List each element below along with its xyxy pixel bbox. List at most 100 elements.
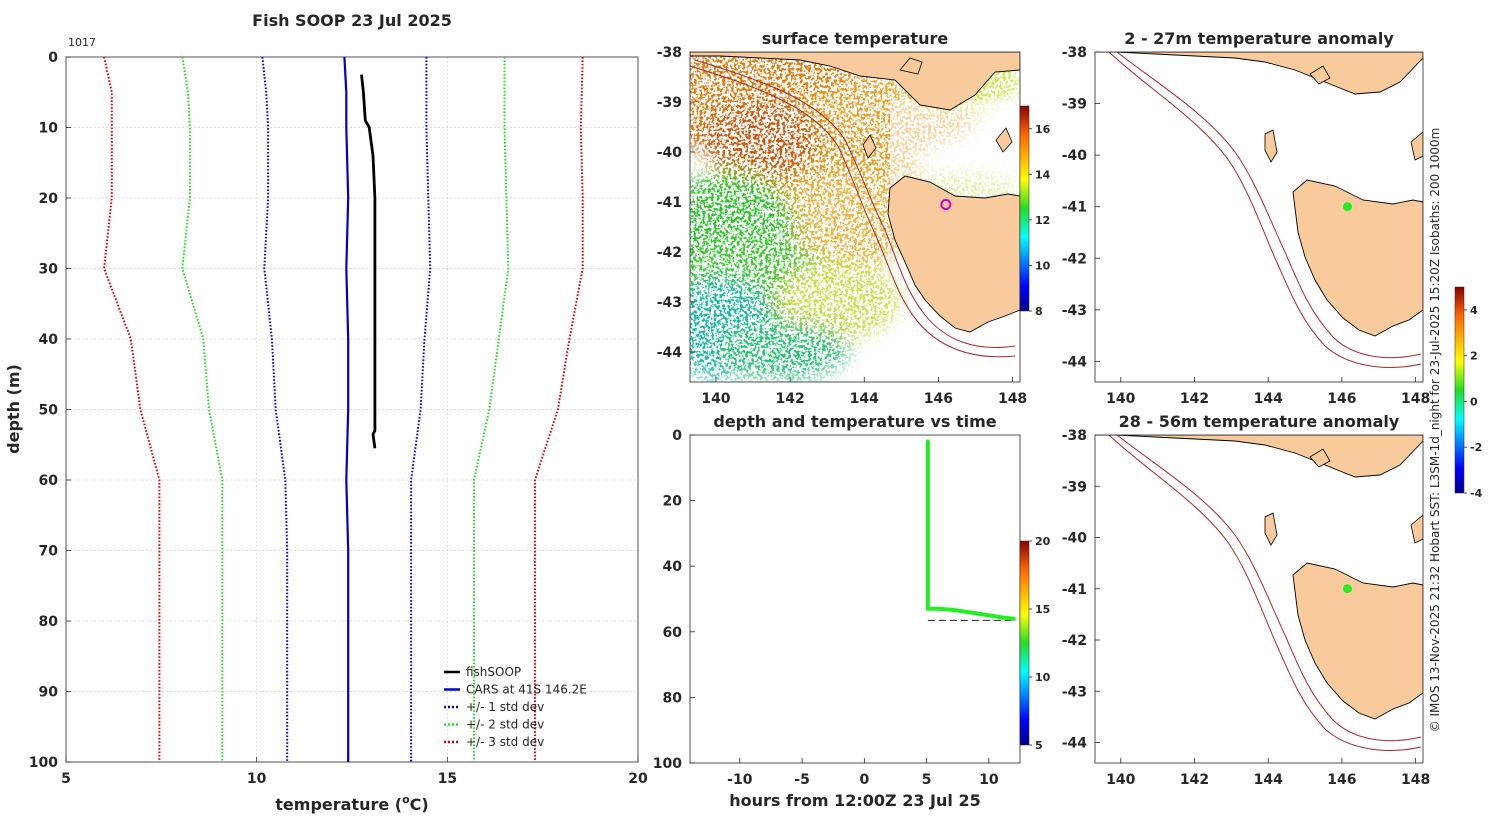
bottom-track xyxy=(928,606,1016,621)
anomaly-lower-panel: 28 - 56m temperature anomaly 140 142 144 14… xyxy=(1062,286,1483,788)
y-tick-label: 100 xyxy=(653,756,682,772)
y-tick-label: 30 xyxy=(39,262,59,278)
profile-legend: fishSOOP CARS at 41S 146.2E +/- 1 std dev +… xyxy=(444,665,587,749)
x-tick-label: 148 xyxy=(1401,772,1430,788)
x-tick-label: 10 xyxy=(979,772,999,788)
x-tick-label: 5 xyxy=(61,771,71,787)
sst-ticks: 140 142 144 146 148 -38 -39 -40 -41 -42 -43 -44 xyxy=(657,45,1027,407)
x-tick-label: 146 xyxy=(1327,391,1356,407)
profile-panel: Fish SOOP 23 Jul 2025 1017 5 10 15 20 0 10 20… xyxy=(4,11,648,814)
x-tick-label: 142 xyxy=(1180,772,1209,788)
anomaly-upper-map xyxy=(1095,52,1423,368)
x-tick-label: 146 xyxy=(1327,772,1356,788)
x-tick-label: 140 xyxy=(701,391,730,407)
series-line-left xyxy=(103,56,161,762)
y-tick-label: -41 xyxy=(1062,582,1087,598)
y-tick-label: -39 xyxy=(657,95,682,111)
anomaly-upper-title: 2 - 27m temperature anomaly xyxy=(1124,29,1394,48)
legend-label: CARS at 41S 146.2E xyxy=(466,683,587,697)
series-line-right xyxy=(534,56,584,762)
colorbar-tick-label: 15 xyxy=(1035,603,1050,616)
y-tick-label: -43 xyxy=(1062,303,1087,319)
x-tick-label: 144 xyxy=(1254,772,1283,788)
x-tick-label: 20 xyxy=(628,771,648,787)
series-line xyxy=(360,74,377,449)
depth-time-panel: depth and temperature vs time -10 -5 0 5 100… xyxy=(653,412,1051,810)
y-tick-label: 40 xyxy=(39,332,59,348)
series-line-right xyxy=(473,57,510,762)
depth-time-colorbar xyxy=(1019,540,1030,746)
colorbar-tick-label: 10 xyxy=(1035,259,1051,272)
profile-lines xyxy=(103,56,584,762)
profile-x-label: temperature (oC) xyxy=(275,793,428,814)
x-tick-label: 144 xyxy=(850,391,879,407)
anomaly-colorbar xyxy=(1454,286,1465,494)
sst-colorbar-ticks: 8 10 12 14 16 xyxy=(1029,123,1051,318)
y-tick-label: -43 xyxy=(657,295,682,311)
legend-label: +/- 2 std dev xyxy=(466,718,544,732)
y-tick-label: -38 xyxy=(1062,45,1087,61)
sst-colorbar xyxy=(1019,105,1030,312)
x-tick-label: 5 xyxy=(922,772,932,788)
y-tick-label: -41 xyxy=(1062,200,1087,216)
legend-label: fishSOOP xyxy=(466,665,521,679)
depth-time-data xyxy=(925,439,1017,621)
legend-label: +/- 1 std dev xyxy=(466,700,544,714)
x-tick-label: -10 xyxy=(727,772,753,788)
y-tick-label: 70 xyxy=(39,544,59,560)
y-tick-label: 80 xyxy=(39,614,59,630)
sst-map-title: surface temperature xyxy=(762,29,949,48)
series-line-left xyxy=(261,56,289,762)
profile-y-label: depth (m) xyxy=(4,364,23,454)
sst-map-panel: surface temperature xyxy=(657,29,1051,407)
x-tick-label: -5 xyxy=(794,772,810,788)
x-tick-label: 15 xyxy=(438,771,457,787)
anomaly-lower-title: 28 - 56m temperature anomaly xyxy=(1119,412,1400,431)
y-tick-label: -43 xyxy=(1062,684,1087,700)
profile-annotation: 1017 xyxy=(68,36,96,49)
colorbar-tick-label: 5 xyxy=(1035,739,1043,752)
y-tick-label: -40 xyxy=(657,145,683,161)
colorbar-tick-label: 10 xyxy=(1035,671,1051,684)
y-tick-label: 60 xyxy=(663,625,683,641)
y-tick-label: -44 xyxy=(1062,736,1088,752)
anomaly-colorbar-ticks: -4 -2 0 2 4 xyxy=(1464,304,1483,500)
y-tick-label: -44 xyxy=(1062,354,1088,370)
anomaly-upper-ship-marker xyxy=(1342,202,1352,212)
anomaly-lower-map xyxy=(1095,435,1423,751)
colorbar-tick-label: 20 xyxy=(1035,535,1051,548)
y-tick-label: -39 xyxy=(1062,97,1087,113)
x-tick-label: 144 xyxy=(1254,391,1283,407)
y-tick-label: 0 xyxy=(48,50,58,66)
depth-time-axes-box xyxy=(689,434,1021,764)
x-tick-label: 142 xyxy=(775,391,804,407)
sst-ship-marker xyxy=(940,199,952,210)
y-tick-label: 80 xyxy=(663,690,683,706)
colorbar-tick-label: 0 xyxy=(1470,395,1478,408)
x-tick-label: 148 xyxy=(998,391,1027,407)
y-tick-label: 100 xyxy=(29,755,58,771)
profile-x-ticks: 5 10 15 20 xyxy=(61,757,648,787)
sst-land xyxy=(690,52,1020,358)
x-tick-label: 140 xyxy=(1106,391,1135,407)
anomaly-lower-ship-marker xyxy=(1342,584,1352,594)
x-tick-label: 0 xyxy=(859,772,869,788)
series-line-right xyxy=(410,57,432,762)
colorbar-tick-label: 12 xyxy=(1035,214,1050,227)
depth-time-title: depth and temperature vs time xyxy=(713,412,996,431)
series-line xyxy=(343,56,350,762)
y-tick-label: 50 xyxy=(39,403,59,419)
colorbar-tick-label: 4 xyxy=(1470,304,1478,317)
depth-time-x-label: hours from 12:00Z 23 Jul 25 xyxy=(729,791,980,810)
anomaly-upper-ticks: 140 142 144 146 148 -38 -39 -40 -41 -42 -43 -44 xyxy=(1062,45,1431,407)
y-tick-label: -38 xyxy=(1062,428,1087,444)
depth-time-colorbar-ticks: 5 10 15 20 xyxy=(1029,535,1051,752)
colorbar-tick-label: 16 xyxy=(1035,123,1051,136)
y-tick-label: 20 xyxy=(663,494,683,510)
x-tick-label: 146 xyxy=(924,391,953,407)
y-tick-label: 60 xyxy=(39,473,59,489)
anomaly-upper-panel: 2 - 27m temperature anomaly 140 142 144 146… xyxy=(1062,29,1431,407)
x-tick-label: 148 xyxy=(1401,391,1430,407)
